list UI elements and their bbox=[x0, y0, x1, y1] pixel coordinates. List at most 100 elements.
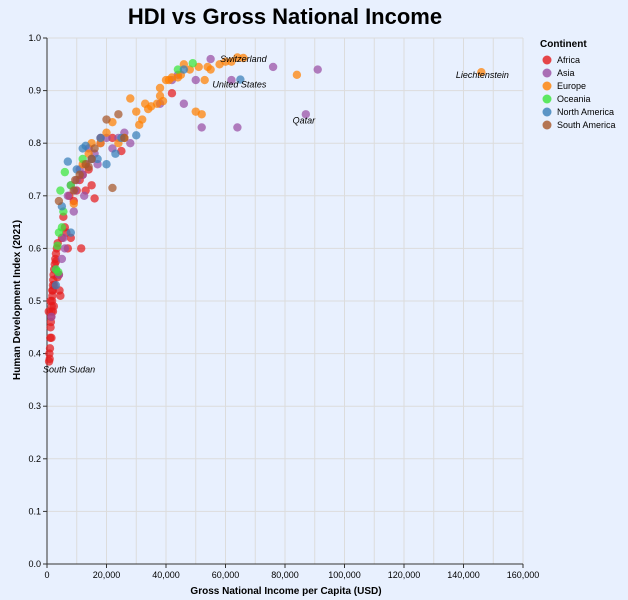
y-tick-label: 0.0 bbox=[28, 559, 41, 569]
legend-title: Continent bbox=[540, 39, 587, 50]
data-point bbox=[81, 141, 90, 151]
y-tick-label: 0.3 bbox=[28, 401, 41, 411]
data-point bbox=[173, 65, 183, 74]
legend-swatch bbox=[542, 68, 552, 78]
data-point bbox=[54, 267, 63, 277]
chart-title: HDI vs Gross National Income bbox=[128, 4, 442, 29]
x-tick-label: 120,000 bbox=[388, 570, 421, 580]
legend-label: Oceania bbox=[557, 94, 591, 104]
y-tick-label: 0.7 bbox=[28, 191, 41, 201]
annotation-label: Liechtenstein bbox=[456, 70, 509, 80]
legend-label: North America bbox=[557, 107, 614, 117]
data-point bbox=[132, 131, 141, 140]
y-tick-label: 0.5 bbox=[28, 296, 41, 306]
data-point bbox=[206, 54, 215, 64]
axes: 0 20,000 40,000 60,000 80,000 100,000 120,000 1… bbox=[28, 33, 539, 580]
data-point bbox=[71, 175, 80, 185]
y-axis-title: Human Development Index (2021) bbox=[12, 220, 23, 380]
data-point bbox=[102, 115, 111, 124]
data-point bbox=[53, 241, 62, 250]
data-point bbox=[69, 207, 78, 216]
series-europe bbox=[69, 53, 486, 208]
annotations: Switzerland United States Liechtenstein Qat… bbox=[43, 54, 509, 375]
data-point bbox=[84, 162, 93, 172]
data-point bbox=[197, 123, 206, 132]
data-point bbox=[227, 75, 236, 85]
data-point bbox=[292, 70, 302, 80]
x-tick-label: 80,000 bbox=[271, 570, 299, 580]
data-point bbox=[167, 89, 177, 98]
data-point bbox=[69, 186, 78, 195]
data-point bbox=[93, 154, 102, 164]
x-tick-label: 100,000 bbox=[328, 570, 361, 580]
legend: Continent Africa Asia Europe Oceania North A… bbox=[540, 39, 616, 130]
data-point bbox=[188, 59, 197, 68]
data-point bbox=[185, 65, 194, 74]
data-point bbox=[63, 191, 73, 200]
x-tick-label: 160,000 bbox=[507, 570, 540, 580]
x-tick-label: 60,000 bbox=[212, 570, 240, 580]
data-point bbox=[49, 302, 59, 311]
data-point bbox=[102, 160, 111, 169]
legend-label: Europe bbox=[557, 81, 586, 91]
data-point bbox=[51, 281, 61, 290]
data-point bbox=[69, 199, 78, 208]
data-point bbox=[301, 110, 311, 119]
data-point bbox=[206, 65, 215, 74]
x-tick-label: 140,000 bbox=[447, 570, 480, 580]
data-point bbox=[155, 91, 165, 101]
data-point bbox=[108, 183, 117, 193]
data-point bbox=[57, 254, 67, 264]
data-point bbox=[227, 57, 236, 66]
series-south-america bbox=[54, 110, 129, 206]
data-point bbox=[132, 107, 141, 116]
x-tick-label: 0 bbox=[44, 570, 49, 580]
data-point bbox=[126, 139, 135, 148]
legend-swatch bbox=[542, 81, 552, 91]
data-point bbox=[221, 57, 230, 66]
legend-label: South America bbox=[557, 120, 616, 130]
data-point bbox=[54, 196, 64, 206]
x-tick-label: 40,000 bbox=[152, 570, 180, 580]
x-tick-label: 20,000 bbox=[93, 570, 121, 580]
data-point bbox=[77, 244, 86, 253]
series-oceania bbox=[51, 59, 197, 277]
annotation-label: Qatar bbox=[293, 115, 317, 125]
data-point bbox=[90, 194, 99, 203]
data-point bbox=[90, 144, 99, 153]
data-point bbox=[96, 133, 105, 143]
data-point bbox=[236, 75, 245, 84]
data-point bbox=[66, 228, 76, 237]
data-point bbox=[179, 99, 189, 108]
legend-label: Africa bbox=[557, 55, 580, 65]
y-tick-label: 0.8 bbox=[28, 138, 41, 148]
data-point bbox=[167, 73, 177, 82]
data-point bbox=[114, 110, 123, 119]
data-point bbox=[197, 110, 206, 119]
data-point bbox=[239, 53, 248, 63]
data-point bbox=[233, 123, 242, 132]
y-tick-label: 0.1 bbox=[28, 506, 41, 516]
data-point bbox=[60, 244, 70, 253]
data-point bbox=[47, 333, 56, 343]
y-tick-label: 0.2 bbox=[28, 454, 41, 464]
data-point bbox=[57, 223, 67, 232]
annotation-label: United States bbox=[212, 80, 267, 90]
data-point bbox=[200, 75, 209, 85]
annotation-label: South Sudan bbox=[43, 364, 95, 374]
data-point bbox=[45, 344, 55, 353]
data-point bbox=[179, 65, 189, 74]
legend-swatch bbox=[542, 55, 552, 65]
y-tick-label: 1.0 bbox=[28, 33, 41, 43]
data-point bbox=[60, 167, 70, 177]
data-point bbox=[313, 65, 322, 74]
data-point bbox=[126, 94, 135, 103]
data-point bbox=[45, 354, 54, 364]
data-point bbox=[268, 62, 278, 72]
data-point bbox=[63, 157, 73, 166]
data-point bbox=[138, 115, 147, 124]
y-tick-label: 0.6 bbox=[28, 243, 41, 253]
legend-swatch bbox=[542, 107, 552, 117]
data-point bbox=[477, 67, 486, 77]
